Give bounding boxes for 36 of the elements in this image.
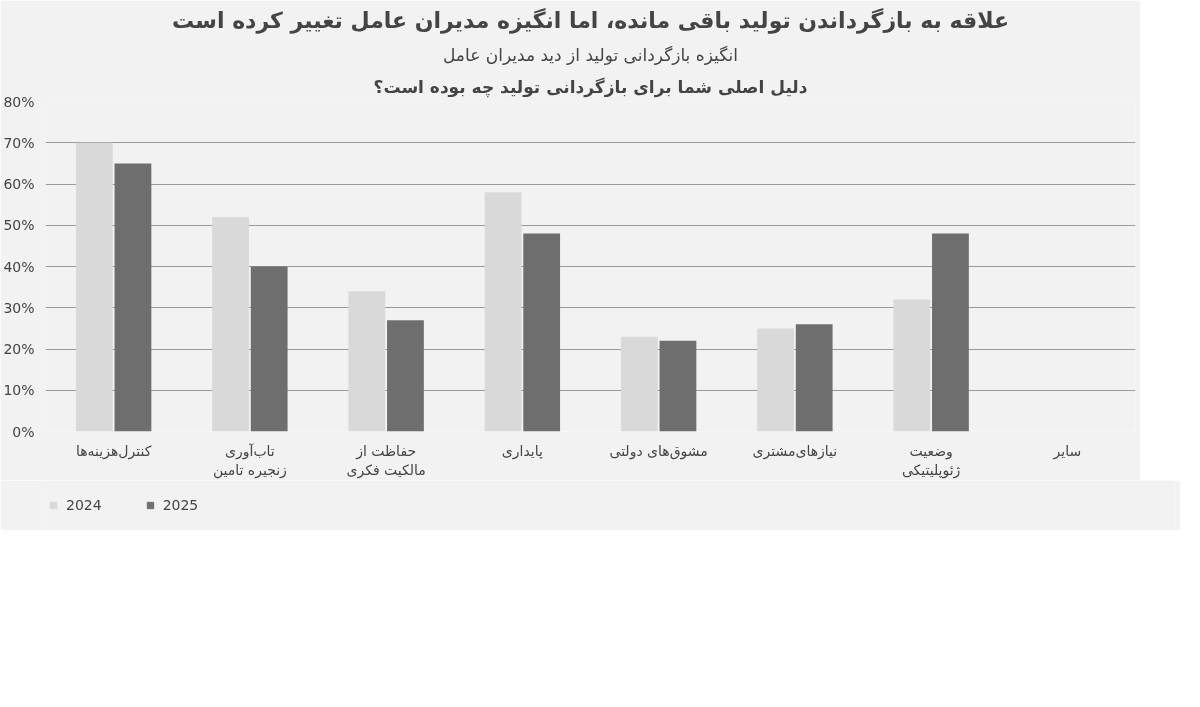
- x-tick-label: وضعیت ژئوپلیتیکی: [901, 442, 961, 479]
- y-tick-label: 20%: [3, 341, 35, 357]
- bar: [620, 336, 658, 432]
- bar: [114, 163, 152, 432]
- legend-label: 2025: [162, 497, 199, 513]
- y-tick-label: 0%: [12, 423, 35, 440]
- bar: [932, 233, 969, 432]
- x-tick-label: سایر: [1052, 442, 1082, 460]
- bar: [212, 217, 249, 432]
- y-tick-label: 70%: [3, 134, 35, 151]
- x-tick-label: پایداری: [501, 442, 543, 460]
- bar: [757, 328, 794, 432]
- chart-title: علاقه به بازگرداندن تولید باقی مانده، اما انگیزه مدیران عامل تغییر کرده است: [172, 6, 1009, 34]
- bar: [250, 266, 288, 432]
- y-tick-label: 10%: [3, 382, 35, 399]
- y-tick-label: 50%: [3, 217, 35, 234]
- bar: [348, 291, 386, 432]
- bar: [484, 192, 522, 432]
- bar: [893, 299, 931, 432]
- x-tick-label: کنترل‌هزینه‌ها: [75, 442, 152, 460]
- y-tick-label: 30%: [3, 299, 35, 316]
- bar: [387, 320, 424, 432]
- y-tick-label: 80%: [3, 93, 35, 110]
- text: دلیل اصلی شما برای بازگردانی تولید چه بوده است؟: [373, 76, 808, 98]
- bar: [795, 324, 833, 432]
- bar: [75, 142, 113, 432]
- x-tick-label: نیازهای‌مشتری: [752, 442, 838, 460]
- bar: [523, 233, 561, 432]
- y-tick-label: 40%: [3, 258, 35, 275]
- y-tick-label: 60%: [3, 176, 35, 192]
- bar: [659, 340, 697, 432]
- x-tick-label: تاب‌آوری زنجیره تامین: [212, 442, 287, 479]
- x-tick-label: مشوق‌های دولتی: [609, 442, 708, 460]
- legend-label: 2024: [66, 497, 102, 513]
- x-tick-label: حفاظت از مالکیت فکری: [346, 442, 426, 479]
- chart-subtitle: انگیزه بازگردانی تولید از دید مدیران عامل: [442, 44, 739, 65]
